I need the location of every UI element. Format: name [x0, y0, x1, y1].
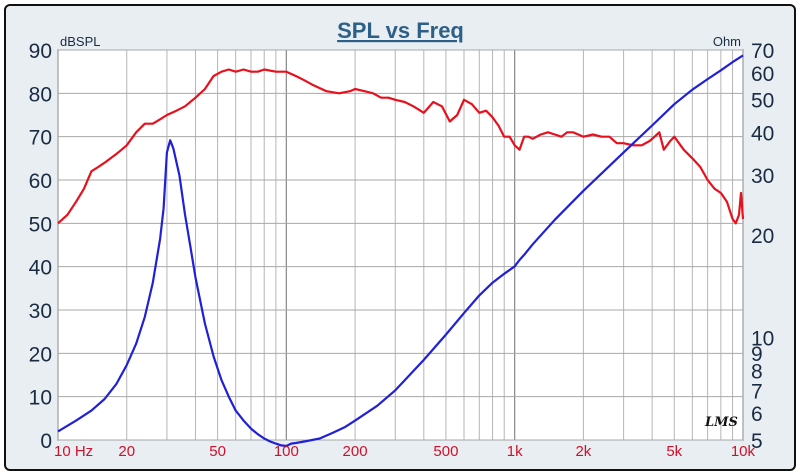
left-axis-tick-label: 10 — [29, 387, 52, 410]
right-axis-tick-label: 8 — [751, 361, 763, 384]
x-axis-tick-label: 10k — [731, 443, 756, 460]
left-axis-tick-label: 80 — [29, 83, 52, 106]
left-axis-tick-label: 90 — [29, 40, 52, 63]
series-lines — [57, 54, 745, 448]
lms-logo-text: LMS — [704, 415, 738, 430]
x-axis-tick-label: 2k — [575, 443, 591, 460]
x-axis-tick-label: 10 Hz — [54, 443, 93, 460]
left-axis-tick-label: 30 — [29, 300, 52, 323]
right-axis-tick-label: 60 — [751, 63, 774, 86]
x-axis-tick-label: 50 — [209, 443, 226, 460]
right-axis-tick-label: 9 — [751, 343, 763, 366]
right-axis-tick-label: 70 — [751, 40, 774, 63]
chart-title: SPL vs Freq — [337, 18, 464, 43]
impedance-series-line — [57, 54, 744, 448]
x-axis-tick-label: 200 — [343, 443, 368, 460]
right-axis-tick-label: 50 — [751, 90, 774, 113]
left-axis-unit: dBSPL — [60, 34, 100, 49]
lms-logo: LMS — [704, 415, 738, 430]
right-axis-tick-label: 20 — [751, 225, 774, 248]
left-axis-tick-label: 0 — [40, 430, 52, 453]
right-axis-tick-label: 10 — [751, 328, 774, 351]
left-axis-tick-label: 70 — [29, 127, 52, 150]
x-axis-tick-label: 1k — [507, 443, 523, 460]
right-axis-tick-label: 7 — [751, 380, 763, 403]
right-axis-tick-label: 40 — [751, 123, 774, 146]
right-axis-unit: Ohm — [713, 34, 741, 49]
x-axis-tick-label: 500 — [433, 443, 458, 460]
left-axis-tick-label: 60 — [29, 170, 52, 193]
right-axis-tick-label: 5 — [751, 430, 763, 453]
spl-series-line — [57, 68, 745, 225]
right-axis-tick-label: 6 — [751, 403, 763, 426]
plot-area — [57, 49, 744, 441]
tick-labels: 0102030405060708090567891020304050607010… — [29, 40, 775, 460]
left-axis-tick-label: 40 — [29, 257, 52, 280]
left-axis-tick-label: 50 — [29, 213, 52, 236]
x-axis-tick-label: 5k — [666, 443, 682, 460]
left-axis-tick-label: 20 — [29, 343, 52, 366]
x-axis-tick-label: 100 — [274, 443, 299, 460]
x-axis-tick-label: 20 — [118, 443, 135, 460]
right-axis-tick-label: 30 — [751, 165, 774, 188]
grid-lines — [57, 49, 744, 441]
